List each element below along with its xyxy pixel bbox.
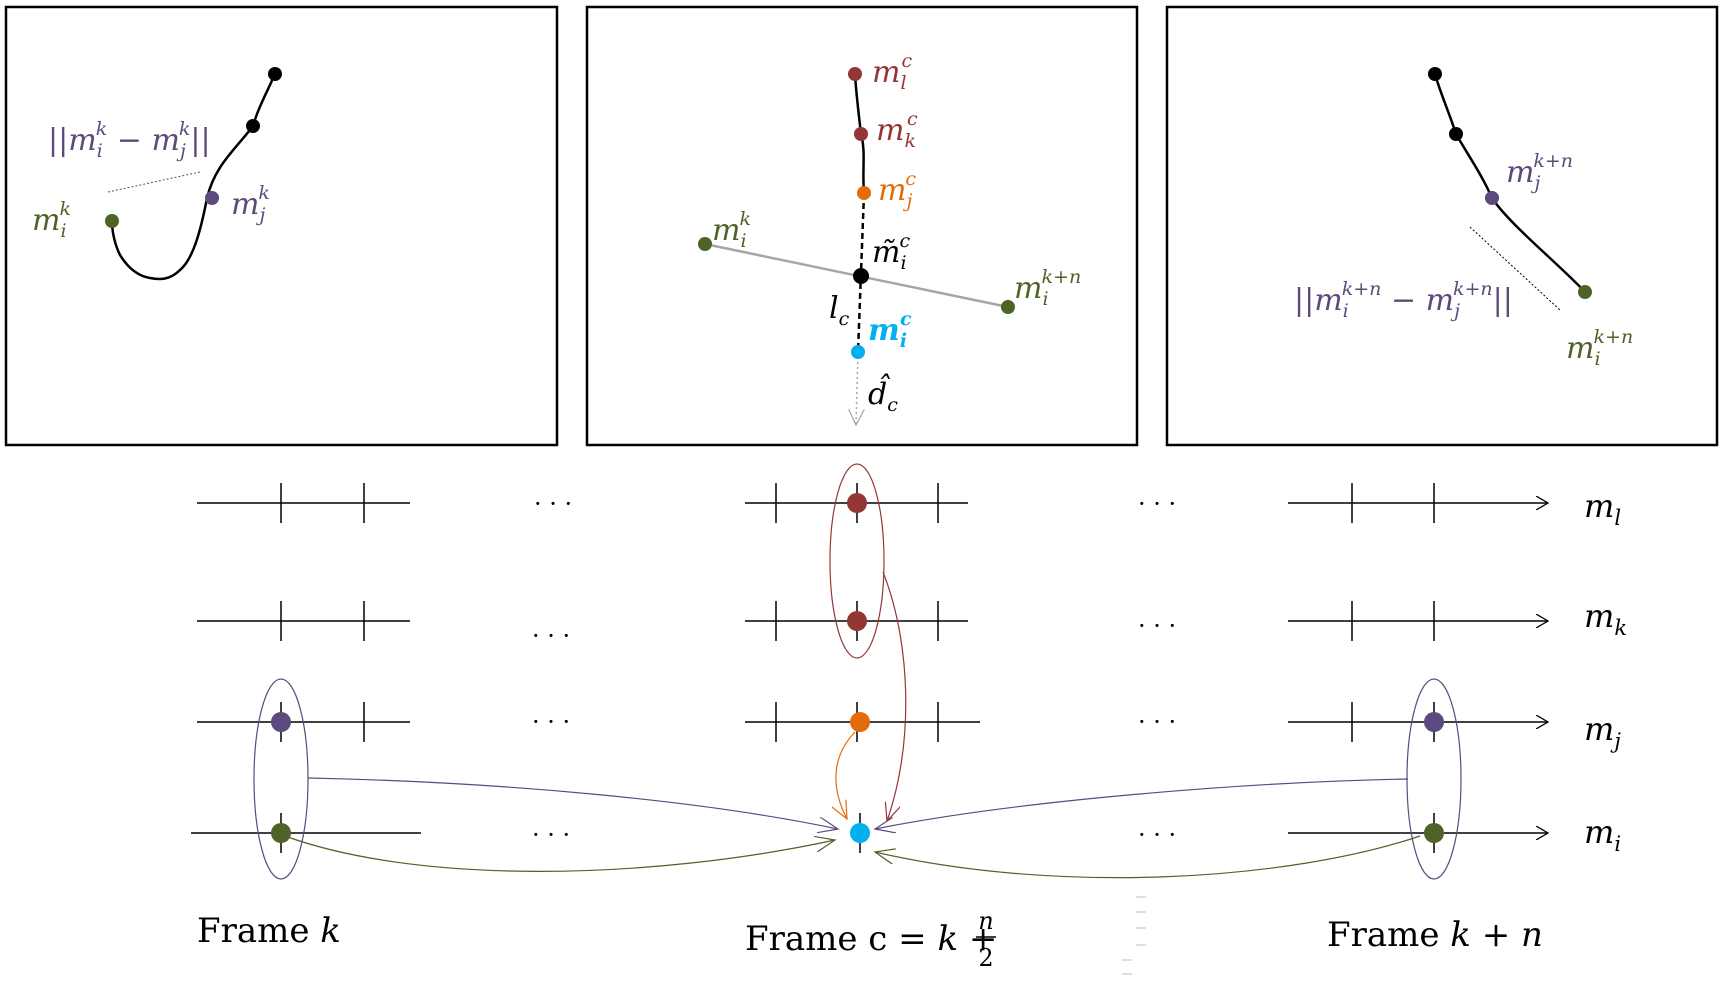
left-point-second bbox=[246, 119, 260, 133]
arrow-left-purple bbox=[307, 777, 838, 829]
middle-point-mikn bbox=[1001, 300, 1015, 314]
middle-point-mj bbox=[857, 186, 871, 200]
timeline-left-group bbox=[191, 483, 421, 853]
middle-label-lc: lc bbox=[829, 291, 850, 330]
ellipsis-row-l-left: · · · bbox=[534, 490, 572, 518]
middle-label-mk: mkc bbox=[876, 108, 918, 152]
middle-label-dc: d̂c bbox=[868, 373, 898, 416]
middle-point-ml bbox=[848, 67, 862, 81]
tl-right-mi-dot bbox=[1424, 823, 1444, 843]
frame-k-label: Frame k bbox=[197, 911, 341, 951]
left-trajectory bbox=[110, 73, 277, 281]
group-ellipse-middle bbox=[829, 463, 885, 659]
middle-point-mtilde bbox=[853, 268, 869, 284]
timeline-middle-group bbox=[745, 483, 980, 853]
middle-point-mic bbox=[851, 345, 865, 359]
right-point-top bbox=[1428, 67, 1442, 81]
frame-c-label: Frame c = k + bbox=[745, 919, 997, 959]
ellipsis-row-i-left: · · · bbox=[532, 821, 570, 849]
arrow-left-green bbox=[284, 835, 835, 872]
arrow-orange bbox=[836, 731, 856, 819]
frame-c-fraction-den: 2 bbox=[978, 944, 993, 972]
left-distance-label: ||mik − mjk|| bbox=[48, 118, 211, 162]
right-distance-label: ||mik+n − mjk+n|| bbox=[1294, 278, 1513, 322]
group-ellipse-left bbox=[253, 678, 309, 880]
faint-dashes bbox=[1122, 896, 1146, 975]
middle-label-mj: mjc bbox=[878, 168, 916, 212]
middle-label-mikn: mik+n bbox=[1014, 266, 1081, 310]
ellipsis-row-k-left: · · · bbox=[532, 622, 570, 650]
frame-c-fraction-num: n bbox=[978, 907, 993, 935]
middle-label-ml: mlc bbox=[872, 50, 913, 94]
right-point-mi bbox=[1578, 285, 1592, 299]
ellipsis-row-i-right: · · · bbox=[1138, 821, 1176, 849]
right-panel bbox=[1165, 5, 1719, 447]
timeline-right-group bbox=[1288, 483, 1548, 853]
arrow-red bbox=[882, 571, 907, 821]
ellipsis-row-l-right: · · · bbox=[1138, 490, 1176, 518]
left-point-top bbox=[268, 67, 282, 81]
left-distance-line bbox=[107, 171, 201, 193]
middle-panel bbox=[585, 5, 1139, 447]
row-label-ml: ml bbox=[1584, 487, 1621, 530]
left-label-mj: mjk bbox=[231, 182, 270, 226]
ellipsis-row-j-right: · · · bbox=[1138, 708, 1176, 736]
right-label-mj: mjk+n bbox=[1506, 150, 1573, 194]
left-point-mj bbox=[205, 191, 219, 205]
middle-point-mik bbox=[698, 237, 712, 251]
tl-middle-mk-dot bbox=[847, 611, 867, 631]
row-label-mi: mi bbox=[1584, 813, 1621, 856]
right-point-mj bbox=[1485, 191, 1499, 205]
left-panel bbox=[4, 5, 559, 447]
row-label-mj: mj bbox=[1584, 710, 1621, 753]
right-distance-line bbox=[1469, 226, 1561, 311]
tl-right-mj-dot bbox=[1424, 712, 1444, 732]
middle-point-mk bbox=[854, 127, 868, 141]
ellipsis-row-j-left: · · · bbox=[532, 708, 570, 736]
frame-kn-label: Frame k + n bbox=[1327, 915, 1543, 955]
arrow-right-purple bbox=[875, 778, 1409, 829]
middle-direction-arrow bbox=[856, 351, 858, 425]
tl-left-mj-dot bbox=[271, 712, 291, 732]
middle-dashed-line bbox=[856, 192, 866, 353]
right-trajectory bbox=[1433, 73, 1586, 293]
tl-middle-mi-dot bbox=[850, 823, 870, 843]
middle-label-mtilde: m̃ic bbox=[872, 230, 911, 274]
tl-middle-mj-dot bbox=[850, 712, 870, 732]
left-label-mi: mik bbox=[32, 198, 71, 242]
arrow-right-green bbox=[875, 835, 1421, 879]
middle-label-mic: mic bbox=[868, 308, 912, 352]
right-label-mi: mik+n bbox=[1566, 326, 1633, 370]
middle-label-mik: mik bbox=[712, 208, 751, 252]
tl-left-mi-dot bbox=[271, 823, 291, 843]
left-point-mi bbox=[105, 214, 119, 228]
ellipsis-row-k-right: · · · bbox=[1138, 612, 1176, 640]
right-point-second bbox=[1449, 127, 1463, 141]
tl-middle-ml-dot bbox=[847, 493, 867, 513]
row-label-mk: mk bbox=[1584, 597, 1627, 640]
